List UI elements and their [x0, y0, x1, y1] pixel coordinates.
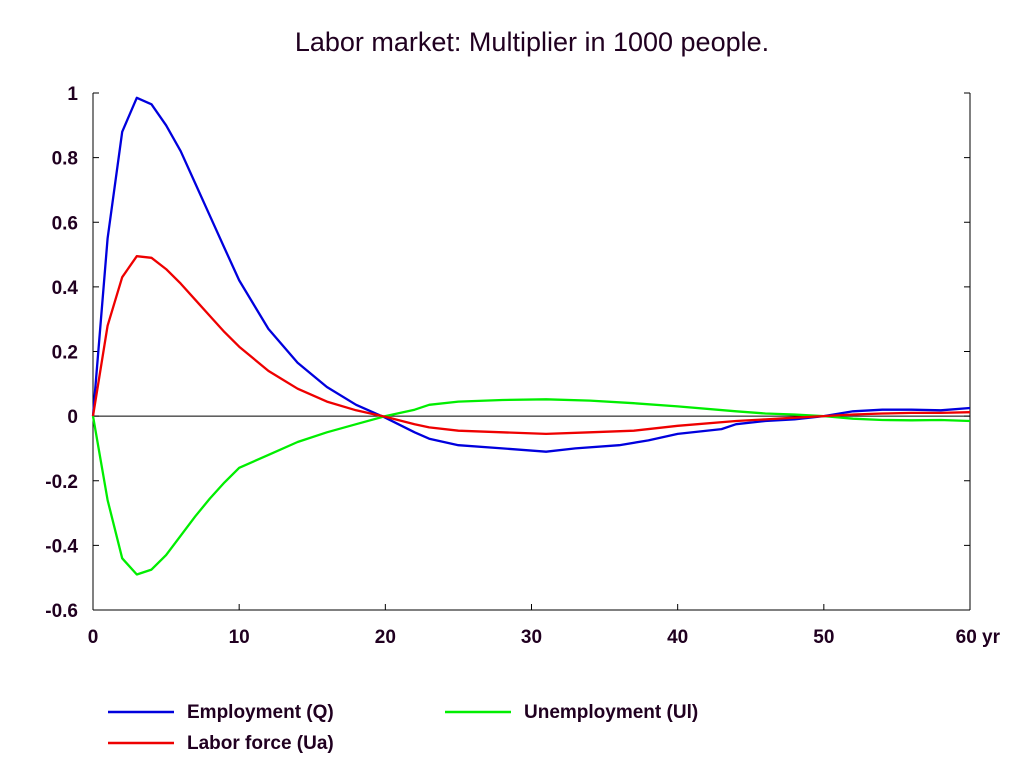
x-tick-label: 40	[667, 627, 688, 648]
x-tick-label: 0	[88, 627, 99, 648]
x-axis: 0 10 20 30 40 50 60 yr	[88, 604, 1001, 648]
y-axis: 1 0.8 0.6 0.4 0.2 0 -0.2 -0.4 -0.6	[45, 84, 970, 622]
chart-title: Labor market: Multiplier in 1000 people.	[295, 27, 769, 57]
y-tick-label: 0.8	[52, 149, 78, 170]
x-tick-label: 30	[521, 627, 542, 648]
x-tick-label: 10	[229, 627, 250, 648]
y-tick-label: 0.4	[52, 278, 79, 299]
legend-label-unemployment: Unemployment (Ul)	[524, 702, 698, 723]
y-tick-label: 0	[67, 407, 78, 428]
y-tick-label: 0.2	[52, 343, 78, 364]
y-tick-label: 1	[67, 84, 78, 105]
plot-area: 1 0.8 0.6 0.4 0.2 0 -0.2 -0.4 -0.6 0 10 20 30 40 50 60…	[45, 84, 1000, 648]
legend-label-labor-force: Labor force (Ua)	[187, 733, 334, 754]
labor-force-line	[91, 255, 971, 436]
x-tick-label: 60 yr	[956, 627, 1001, 648]
y-tick-label: -0.2	[45, 472, 78, 493]
legend: Employment (Q) Unemployment (Ul) Labor f…	[108, 702, 698, 754]
legend-label-employment: Employment (Q)	[187, 702, 334, 723]
y-tick-label: -0.6	[45, 601, 78, 622]
unemployment-line	[91, 398, 971, 576]
y-tick-label: 0.6	[52, 213, 78, 234]
x-tick-label: 50	[813, 627, 834, 648]
series-lines	[91, 96, 971, 576]
x-tick-label: 20	[375, 627, 396, 648]
y-tick-label: -0.4	[45, 536, 78, 557]
